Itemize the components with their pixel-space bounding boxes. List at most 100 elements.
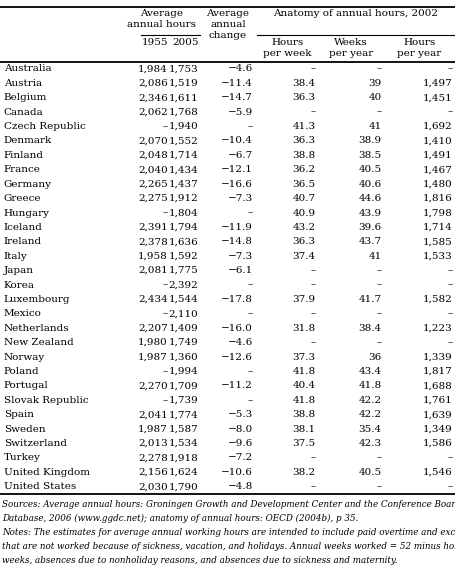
- Text: 1,636: 1,636: [169, 238, 198, 246]
- Text: 1,611: 1,611: [169, 93, 198, 102]
- Text: Austria: Austria: [4, 79, 42, 88]
- Text: 1,624: 1,624: [169, 468, 198, 477]
- Text: 39: 39: [369, 79, 382, 88]
- Text: −9.6: −9.6: [228, 439, 253, 448]
- Text: 40.9: 40.9: [293, 209, 316, 218]
- Text: –: –: [310, 453, 316, 462]
- Text: 41.8: 41.8: [359, 382, 382, 390]
- Text: United States: United States: [4, 482, 76, 491]
- Text: 1,739: 1,739: [169, 396, 198, 405]
- Text: –: –: [310, 309, 316, 318]
- Text: −8.0: −8.0: [228, 425, 253, 433]
- Text: 1,709: 1,709: [169, 382, 198, 390]
- Text: Belgium: Belgium: [4, 93, 47, 102]
- Text: –: –: [447, 309, 453, 318]
- Text: Norway: Norway: [4, 353, 45, 362]
- Text: 1,410: 1,410: [423, 136, 453, 145]
- Text: 1,592: 1,592: [169, 252, 198, 260]
- Text: –: –: [376, 65, 382, 74]
- Text: 1,467: 1,467: [423, 165, 453, 174]
- Text: Korea: Korea: [4, 280, 35, 289]
- Text: 37.3: 37.3: [293, 353, 316, 362]
- Text: 1955: 1955: [142, 38, 169, 46]
- Text: –: –: [248, 280, 253, 289]
- Text: 1,994: 1,994: [169, 367, 198, 376]
- Text: 1,714: 1,714: [169, 151, 198, 160]
- Text: Finland: Finland: [4, 151, 44, 160]
- Text: 1,790: 1,790: [169, 482, 198, 491]
- Text: 1,497: 1,497: [423, 79, 453, 88]
- Text: 40: 40: [369, 93, 382, 102]
- Text: 38.8: 38.8: [293, 410, 316, 419]
- Text: 41.3: 41.3: [293, 122, 316, 131]
- Text: −12.6: −12.6: [221, 353, 253, 362]
- Text: 42.2: 42.2: [359, 410, 382, 419]
- Text: –: –: [162, 209, 168, 218]
- Text: 35.4: 35.4: [359, 425, 382, 433]
- Text: 42.3: 42.3: [359, 439, 382, 448]
- Text: Iceland: Iceland: [4, 223, 42, 232]
- Text: –: –: [447, 280, 453, 289]
- Text: –: –: [248, 209, 253, 218]
- Text: 1,349: 1,349: [423, 425, 453, 433]
- Text: −16.0: −16.0: [221, 324, 253, 333]
- Text: 1,912: 1,912: [169, 194, 198, 203]
- Text: 1,774: 1,774: [169, 410, 198, 419]
- Text: Canada: Canada: [4, 108, 43, 116]
- Text: Czech Republic: Czech Republic: [4, 122, 86, 131]
- Text: 2,378: 2,378: [138, 238, 168, 246]
- Text: 1,519: 1,519: [169, 79, 198, 88]
- Text: 36.3: 36.3: [293, 136, 316, 145]
- Text: 41.8: 41.8: [293, 367, 316, 376]
- Text: –: –: [162, 367, 168, 376]
- Text: 1,984: 1,984: [138, 65, 168, 74]
- Text: –: –: [447, 65, 453, 74]
- Text: 41.8: 41.8: [293, 396, 316, 405]
- Text: 1,223: 1,223: [423, 324, 453, 333]
- Text: −6.1: −6.1: [228, 266, 253, 275]
- Text: 2,392: 2,392: [169, 280, 198, 289]
- Text: 37.9: 37.9: [293, 295, 316, 304]
- Text: –: –: [447, 108, 453, 116]
- Text: 38.1: 38.1: [293, 425, 316, 433]
- Text: Poland: Poland: [4, 367, 39, 376]
- Text: 44.6: 44.6: [359, 194, 382, 203]
- Text: 38.9: 38.9: [359, 136, 382, 145]
- Text: 38.5: 38.5: [359, 151, 382, 160]
- Text: 37.5: 37.5: [293, 439, 316, 448]
- Text: 36.5: 36.5: [293, 180, 316, 189]
- Text: –: –: [447, 266, 453, 275]
- Text: Turkey: Turkey: [4, 453, 40, 462]
- Text: 1,987: 1,987: [138, 425, 168, 433]
- Text: Notes: The estimates for average annual working hours are intended to include pa: Notes: The estimates for average annual …: [2, 528, 455, 537]
- Text: 2,270: 2,270: [138, 382, 168, 390]
- Text: −6.7: −6.7: [228, 151, 253, 160]
- Text: 1,714: 1,714: [423, 223, 453, 232]
- Text: –: –: [447, 482, 453, 491]
- Text: 40.5: 40.5: [359, 165, 382, 174]
- Text: –: –: [376, 309, 382, 318]
- Text: 43.4: 43.4: [359, 367, 382, 376]
- Text: 1,918: 1,918: [169, 453, 198, 462]
- Text: 2,040: 2,040: [138, 165, 168, 174]
- Text: –: –: [162, 280, 168, 289]
- Text: 1,958: 1,958: [138, 252, 168, 260]
- Text: 2005: 2005: [172, 38, 199, 46]
- Text: Hours
per year: Hours per year: [397, 38, 442, 58]
- Text: −5.9: −5.9: [228, 108, 253, 116]
- Text: 1,546: 1,546: [423, 468, 453, 477]
- Text: 40.4: 40.4: [293, 382, 316, 390]
- Text: 1,586: 1,586: [423, 439, 453, 448]
- Text: 1,434: 1,434: [169, 165, 198, 174]
- Text: 1,639: 1,639: [423, 410, 453, 419]
- Text: New Zealand: New Zealand: [4, 338, 73, 347]
- Text: 1,692: 1,692: [423, 122, 453, 131]
- Text: 42.2: 42.2: [359, 396, 382, 405]
- Text: 1,409: 1,409: [169, 324, 198, 333]
- Text: –: –: [310, 108, 316, 116]
- Text: –: –: [248, 396, 253, 405]
- Text: 36.3: 36.3: [293, 238, 316, 246]
- Text: Greece: Greece: [4, 194, 41, 203]
- Text: 1,552: 1,552: [169, 136, 198, 145]
- Text: 1,437: 1,437: [169, 180, 198, 189]
